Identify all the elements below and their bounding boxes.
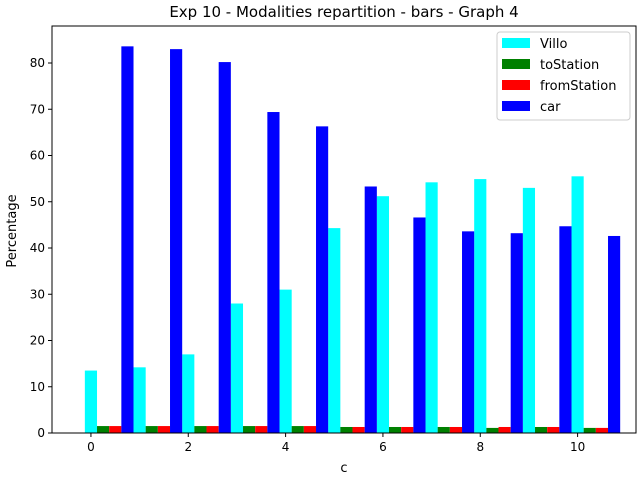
bar-car-10 xyxy=(608,235,621,433)
legend-label-Villo: Villo xyxy=(540,37,567,52)
x-axis-label: c xyxy=(340,461,347,476)
legend-swatch-toStation xyxy=(502,59,530,69)
bar-Villo-5 xyxy=(328,228,341,433)
bar-Villo-2 xyxy=(182,354,195,433)
bar-toStation-3 xyxy=(243,426,256,433)
bar-car-2 xyxy=(218,62,231,433)
chart-title: Exp 10 - Modalities repartition - bars -… xyxy=(169,3,518,21)
bar-fromStation-2 xyxy=(206,426,219,433)
y-tick-label: 80 xyxy=(30,56,45,70)
bar-car-4 xyxy=(316,126,329,434)
bar-toStation-5 xyxy=(340,426,353,433)
bar-Villo-9 xyxy=(522,187,536,433)
y-tick-label: 60 xyxy=(30,149,45,163)
bar-car-7 xyxy=(462,231,475,433)
y-axis-ticks: 0 10 20 30 40 50 60 70 80 xyxy=(30,56,52,440)
x-tick-label: 4 xyxy=(282,440,290,454)
bar-Villo-0 xyxy=(84,370,98,433)
bar-Villo-4 xyxy=(279,289,292,433)
y-tick-label: 40 xyxy=(30,241,45,255)
y-tick-label: 0 xyxy=(37,426,45,440)
bar-Villo-8 xyxy=(474,179,487,433)
bar-car-9 xyxy=(559,226,572,433)
legend: Villo toStation fromStation car xyxy=(496,31,631,121)
x-tick-label: 2 xyxy=(184,440,192,454)
x-tick-label: 0 xyxy=(87,440,95,454)
bar-car-0 xyxy=(121,46,134,433)
legend-label-car: car xyxy=(540,100,561,115)
y-tick-label: 20 xyxy=(30,334,45,348)
bar-toStation-6 xyxy=(389,426,402,433)
legend-swatch-fromStation xyxy=(502,80,530,90)
y-tick-label: 70 xyxy=(30,102,45,116)
bar-fromStation-4 xyxy=(303,426,317,433)
y-tick-label: 30 xyxy=(30,287,45,301)
bar-toStation-7 xyxy=(437,426,450,433)
bar-toStation-2 xyxy=(194,426,207,433)
bar-fromStation-10 xyxy=(595,427,609,433)
plot-frame xyxy=(51,25,637,434)
y-tick-label: 50 xyxy=(30,195,45,209)
bar-car-1 xyxy=(170,49,183,433)
bar-car-6 xyxy=(413,217,426,433)
bar-toStation-4 xyxy=(291,426,304,433)
y-axis-label: Percentage xyxy=(5,194,20,267)
bar-toStation-1 xyxy=(145,426,158,433)
bar-car-3 xyxy=(267,112,280,434)
legend-label-fromStation: fromStation xyxy=(540,79,616,94)
bar-fromStation-3 xyxy=(255,426,268,433)
x-tick-label: 8 xyxy=(476,440,484,454)
bar-fromStation-6 xyxy=(401,426,414,433)
bars-layer xyxy=(84,46,621,434)
bar-toStation-0 xyxy=(97,426,110,433)
bar-Villo-7 xyxy=(425,182,438,433)
bar-toStation-8 xyxy=(486,427,499,433)
bar-fromStation-0 xyxy=(109,426,122,433)
bar-fromStation-5 xyxy=(352,426,365,433)
legend-label-toStation: toStation xyxy=(540,58,599,73)
bar-Villo-3 xyxy=(230,303,244,433)
bar-car-5 xyxy=(364,186,377,433)
x-tick-label: 10 xyxy=(570,440,585,454)
x-tick-label: 6 xyxy=(379,440,387,454)
legend-swatch-car xyxy=(502,101,530,111)
bar-fromStation-9 xyxy=(547,426,560,433)
bar-fromStation-8 xyxy=(498,426,511,433)
bar-Villo-6 xyxy=(376,196,390,433)
y-tick-label: 10 xyxy=(30,380,45,394)
bar-Villo-1 xyxy=(133,367,146,433)
bar-toStation-10 xyxy=(583,427,596,433)
bar-fromStation-7 xyxy=(449,426,463,433)
legend-swatch-Villo xyxy=(502,38,530,48)
bar-Villo-10 xyxy=(571,176,584,433)
bar-fromStation-1 xyxy=(157,426,171,433)
bar-toStation-9 xyxy=(535,426,548,433)
legend-box xyxy=(496,31,631,121)
x-axis-ticks: 0 2 4 6 8 10 xyxy=(87,433,585,454)
bar-car-8 xyxy=(510,233,523,433)
